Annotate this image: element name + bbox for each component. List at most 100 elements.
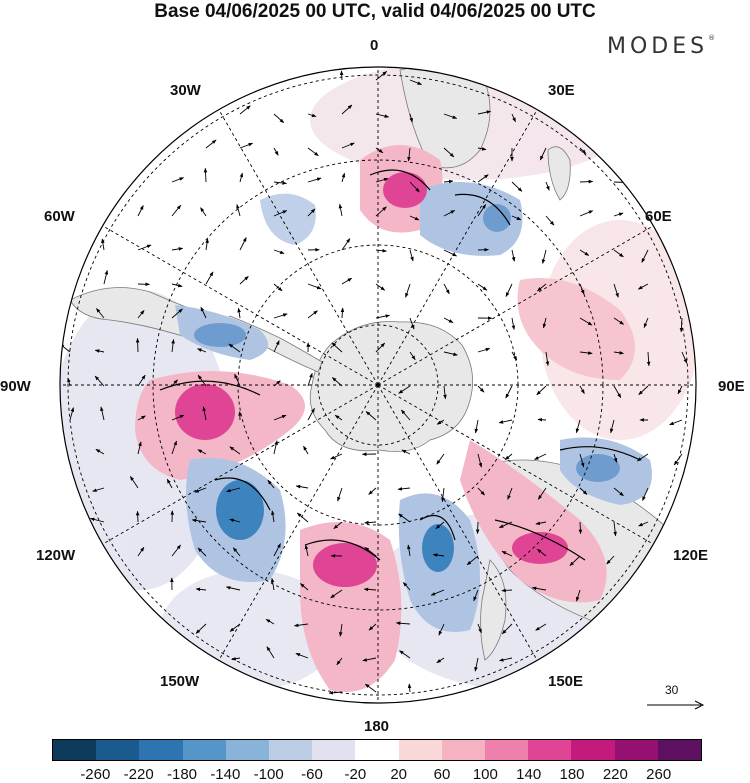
- wind-vector: [69, 407, 75, 421]
- wind-vector: [226, 487, 241, 493]
- wind-vector: [436, 657, 445, 664]
- wind-vector: [200, 306, 207, 319]
- wind-vector: [409, 181, 420, 193]
- wind-vector: [236, 204, 241, 217]
- colorbar-swatch: [225, 740, 270, 760]
- wind-vector: [579, 179, 594, 184]
- wind-vector: [339, 70, 344, 81]
- wind-vector: [375, 147, 384, 154]
- wind-vector: [477, 487, 485, 496]
- wind-vector: [137, 310, 145, 319]
- wind-vector: [537, 283, 547, 292]
- wind-vector: [405, 283, 411, 298]
- wind-vector: [511, 249, 516, 262]
- wind-vector: [336, 657, 343, 666]
- wind-vector: [613, 249, 624, 258]
- wind-vector: [579, 283, 585, 295]
- wind-vector: [195, 623, 207, 634]
- wind-vector: [94, 349, 105, 353]
- wind-vector: [441, 487, 445, 503]
- wind-vector: [409, 317, 415, 330]
- wind-vector: [273, 113, 285, 124]
- lon-label-30w: 30W: [170, 82, 201, 99]
- wind-vector: [477, 110, 492, 115]
- colorbar-swatch: [614, 740, 658, 760]
- reference-vector-arrow: [647, 700, 705, 710]
- wind-vector: [273, 181, 287, 185]
- wind-vector: [307, 113, 317, 118]
- wind-vector: [171, 204, 182, 217]
- wind-vector: [613, 487, 624, 497]
- wind-vector: [501, 588, 513, 593]
- wind-vector: [307, 208, 316, 217]
- wind-vector: [505, 283, 513, 298]
- wind-vector: [171, 414, 185, 421]
- wind-vector: [579, 487, 588, 495]
- wind-vector: [239, 105, 251, 115]
- wind-vector: [137, 441, 142, 455]
- wind-vector: [304, 544, 309, 557]
- wind-vector: [534, 453, 547, 460]
- wind-vector: [407, 147, 411, 162]
- wind-vector: [402, 582, 411, 591]
- colorbar-swatch: [139, 740, 183, 760]
- wind-vector: [368, 623, 377, 631]
- wind-vector: [579, 147, 587, 154]
- brand-name: MODES: [607, 34, 709, 59]
- wind-vector: [579, 385, 585, 394]
- wind-vector: [477, 147, 487, 151]
- colorbar: [52, 739, 702, 761]
- wind-vector: [432, 553, 445, 557]
- wind-vector: [171, 544, 181, 557]
- wind-vector: [579, 453, 585, 468]
- wind-vector: [341, 238, 351, 251]
- wind-vector: [673, 453, 683, 466]
- wind-vector: [265, 618, 275, 625]
- wind-vector: [443, 283, 450, 295]
- wind-vector: [202, 406, 207, 421]
- wind-vector: [205, 139, 217, 149]
- wind-vector: [171, 283, 183, 288]
- wind-vector: [576, 589, 581, 602]
- wind-vector: [363, 587, 377, 592]
- wind-vector: [200, 207, 207, 217]
- wind-vector: [205, 271, 214, 285]
- wind-vector: [609, 419, 615, 434]
- strong-anomaly-cores: [175, 172, 620, 587]
- wind-vector: [637, 283, 649, 290]
- wind-vector: [103, 269, 109, 285]
- wind-vector: [135, 337, 140, 353]
- colorbar-swatch: [571, 740, 615, 760]
- wind-vector: [137, 546, 145, 557]
- wind-vector: [194, 487, 207, 493]
- wind-vector: [504, 453, 513, 461]
- wind-vector: [67, 377, 71, 387]
- lon-label-150w: 150W: [160, 673, 200, 690]
- wind-vector: [237, 307, 241, 319]
- wind-vector: [295, 484, 309, 489]
- wind-vector-field: [60, 70, 688, 695]
- wind-vector: [197, 449, 207, 455]
- wind-vector: [229, 518, 241, 523]
- wind-vector: [95, 448, 105, 455]
- wind-vector: [537, 417, 547, 422]
- colorbar-tick-label: -20: [344, 766, 367, 783]
- wind-vector: [536, 385, 547, 396]
- wind-vector: [228, 343, 241, 353]
- colorbar-swatch: [657, 740, 702, 760]
- lon-label-120e: 120E: [673, 547, 709, 564]
- wind-vector: [239, 275, 249, 285]
- lon-label-0: 0: [370, 37, 379, 54]
- wind-vector: [171, 177, 185, 183]
- wind-vector: [511, 351, 518, 361]
- wind-vector: [229, 446, 241, 455]
- wind-vector: [477, 347, 491, 353]
- wind-vector: [539, 147, 547, 161]
- wind-vector: [477, 623, 482, 634]
- antarctica: [309, 321, 474, 453]
- wind-vector: [395, 621, 411, 626]
- wind-vector: [501, 623, 513, 635]
- wind-vector: [101, 238, 105, 251]
- wind-vector: [129, 476, 139, 489]
- wind-vector: [531, 586, 547, 591]
